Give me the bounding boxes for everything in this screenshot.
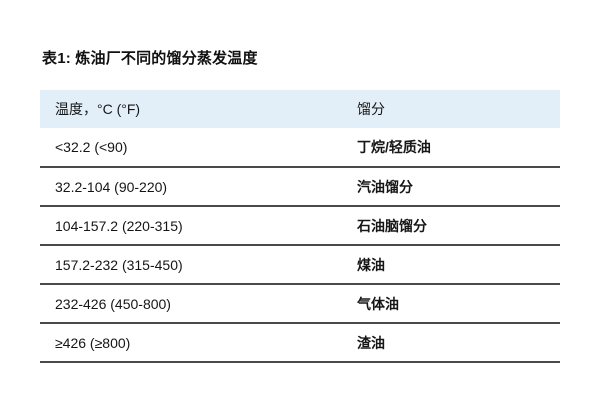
temperature-cell: <32.2 (<90)	[40, 128, 357, 168]
fraction-cell: 汽油馏分	[357, 167, 560, 207]
table-row: 104-157.2 (220-315) 石油脑馏分	[40, 206, 560, 246]
table-body: <32.2 (<90) 丁烷/轻质油 32.2-104 (90-220) 汽油馏分 10…	[40, 128, 560, 363]
temperature-cell: 104-157.2 (220-315)	[40, 206, 357, 246]
fraction-cell: 渣油	[357, 323, 560, 363]
column-header-fraction: 馏分	[357, 101, 385, 117]
column-header-temperature: 温度，°C (°F)	[55, 101, 141, 117]
table-row: 232-426 (450-800) 气体油	[40, 284, 560, 324]
table-row: 157.2-232 (315-450) 煤油	[40, 245, 560, 285]
fraction-cell: 石油脑馏分	[357, 206, 560, 246]
fraction-cell: 煤油	[357, 245, 560, 285]
temperature-cell: 32.2-104 (90-220)	[40, 167, 357, 207]
fractions-table: 温度，°C (°F) 馏分 <32.2 (<90) 丁烷/轻质油 32.2-104 …	[40, 90, 560, 363]
table-row: ≥426 (≥800) 渣油	[40, 323, 560, 363]
fraction-cell: 气体油	[357, 284, 560, 324]
table-caption: 表1: 炼油厂不同的馏分蒸发温度	[42, 50, 258, 67]
temperature-cell: 157.2-232 (315-450)	[40, 245, 357, 285]
temperature-cell: 232-426 (450-800)	[40, 284, 357, 324]
table-header-row: 温度，°C (°F) 馏分	[40, 90, 560, 128]
table-row: <32.2 (<90) 丁烷/轻质油	[40, 128, 560, 168]
table-row: 32.2-104 (90-220) 汽油馏分	[40, 167, 560, 207]
fraction-cell: 丁烷/轻质油	[357, 128, 560, 168]
temperature-cell: ≥426 (≥800)	[40, 323, 357, 363]
